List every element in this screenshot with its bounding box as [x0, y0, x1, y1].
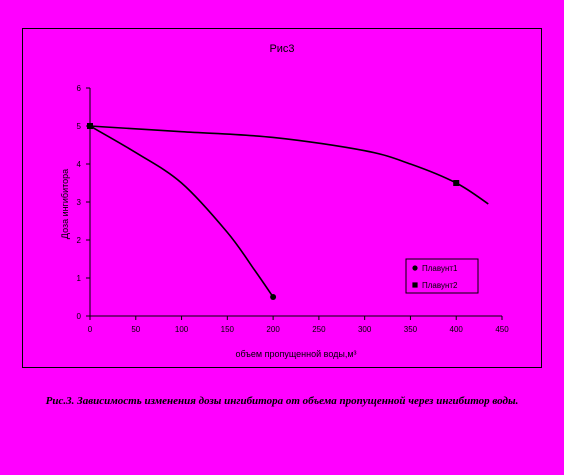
series-1-point [270, 294, 277, 300]
legend-box [405, 258, 479, 294]
x-tick-label: 100 [175, 325, 189, 334]
series-line-1 [89, 125, 274, 298]
chart-title: Рис3 [269, 43, 294, 55]
y-axis-label: Доза ингибитора [60, 169, 70, 239]
y-tick-label: 0 [77, 312, 82, 321]
x-tick-label: 0 [88, 325, 93, 334]
figure-caption: Рис.3. Зависимость изменения дозы ингиби… [45, 395, 519, 407]
y-tick-label: 1 [77, 274, 82, 283]
series-line-2 [89, 125, 489, 205]
x-tick-label: 150 [221, 325, 235, 334]
x-tick-label: 350 [404, 325, 418, 334]
series-2-point [87, 123, 93, 129]
legend-label-1: Плавунт1 [422, 264, 458, 273]
x-tick-label: 200 [266, 325, 280, 334]
legend-label-2: Плавунт2 [422, 281, 458, 290]
y-tick-label: 5 [77, 122, 82, 131]
x-tick-label: 400 [450, 325, 464, 334]
x-tick-label: 50 [131, 325, 140, 334]
y-tick-label: 6 [77, 84, 82, 93]
x-tick-label: 250 [312, 325, 326, 334]
x-axis-label: объем пропущенной воды,м³ [235, 349, 356, 359]
x-tick-label: 300 [358, 325, 372, 334]
y-tick-label: 2 [77, 236, 82, 245]
series-2-point [453, 180, 460, 186]
x-tick-label: 450 [495, 325, 509, 334]
legend-marker-1 [412, 265, 418, 271]
chart-frame [22, 28, 542, 368]
y-tick-label: 4 [77, 160, 82, 169]
y-tick-label: 3 [77, 198, 82, 207]
legend-marker-2 [412, 282, 418, 288]
